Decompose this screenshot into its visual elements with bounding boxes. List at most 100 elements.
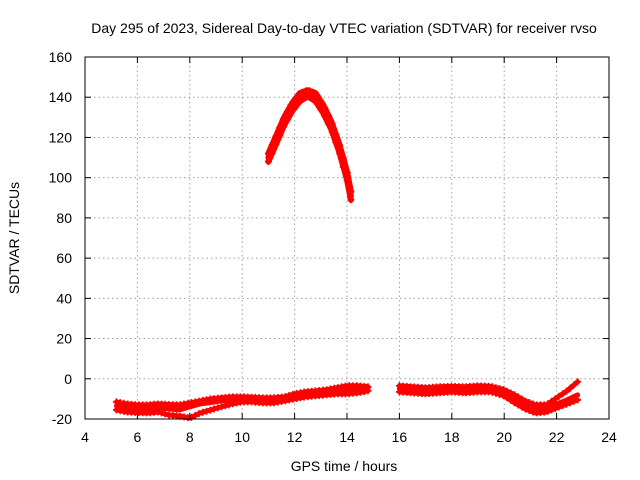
data-point-marker [339, 155, 347, 163]
data-point-marker [324, 112, 332, 119]
y-tick-label: 60 [56, 250, 72, 266]
series-arc-high [264, 87, 355, 204]
data-point-marker [518, 403, 526, 411]
chart-title: Day 295 of 2023, Sidereal Day-to-day VTE… [91, 20, 597, 36]
x-tick-label: 12 [287, 429, 303, 445]
data-point-marker [199, 408, 207, 416]
data-point-marker [287, 101, 295, 109]
series-arc-low-2 [395, 378, 582, 417]
y-tick-label: 80 [56, 210, 72, 226]
data-point-marker [360, 388, 368, 396]
data-point-marker [154, 408, 162, 416]
series-band-2 [265, 93, 354, 203]
data-point-marker [525, 399, 533, 406]
data-point-marker [540, 408, 548, 416]
y-tick-label: -20 [52, 411, 72, 427]
data-point-marker [283, 116, 291, 124]
data-point-marker [347, 196, 355, 204]
data-point-marker [332, 130, 340, 138]
data-point-marker [210, 405, 218, 413]
data-point-marker [161, 410, 169, 418]
data-point-marker [347, 188, 355, 196]
data-point-marker [225, 401, 233, 409]
data-point-marker [507, 389, 515, 397]
data-point-marker [529, 408, 537, 416]
y-axis-tick-labels: -20 0 20 40 60 80 100 120 140 160 [49, 49, 73, 427]
data-point-marker [332, 139, 340, 146]
data-point-marker [499, 386, 507, 394]
data-point-marker [555, 392, 563, 400]
data-point-marker [336, 149, 344, 157]
x-tick-label: 18 [444, 429, 460, 445]
data-point-marker [514, 393, 522, 401]
data-point-marker [503, 394, 511, 402]
data-point-marker [574, 378, 582, 386]
data-point-marker [562, 400, 570, 408]
data-point-marker [294, 99, 302, 107]
data-point-marker [306, 94, 314, 101]
data-point-marker [306, 87, 314, 95]
data-point-marker [522, 405, 530, 413]
data-point-marker [283, 108, 291, 116]
data-point-marker [203, 407, 210, 415]
data-point-marker [313, 100, 321, 108]
x-tick-label: 22 [549, 429, 565, 445]
x-tick-label: 10 [234, 429, 250, 445]
data-point-marker [570, 397, 578, 405]
data-point-marker [264, 158, 272, 166]
data-point-marker [492, 389, 500, 397]
data-point-marker [309, 96, 317, 104]
data-point-marker [317, 106, 325, 113]
data-point-marker [559, 402, 567, 410]
data-point-marker [281, 397, 289, 405]
data-point-marker [488, 388, 496, 396]
data-point-marker [544, 407, 552, 415]
data-point-marker [328, 128, 336, 136]
data-point-marker [218, 403, 226, 411]
data-point-marker [328, 120, 336, 128]
data-point-marker [279, 115, 287, 123]
y-tick-label: 0 [64, 371, 72, 387]
data-series [112, 87, 582, 422]
data-point-marker [214, 404, 222, 412]
x-axis-label: GPS time / hours [291, 458, 398, 474]
data-point-marker [540, 401, 548, 409]
y-tick-label: 140 [49, 89, 73, 105]
data-point-marker [551, 395, 559, 403]
data-point-marker [298, 96, 306, 104]
data-point-marker [544, 400, 552, 408]
data-point-marker [499, 392, 507, 400]
data-point-marker [551, 404, 559, 412]
x-tick-label: 4 [81, 429, 89, 445]
axis-ticks [84, 56, 610, 420]
data-point-marker [313, 92, 321, 100]
x-tick-label: 6 [134, 429, 142, 445]
data-point-marker [321, 104, 329, 112]
data-point-marker [276, 132, 284, 140]
data-point-marker [291, 96, 299, 104]
data-point-marker [343, 177, 351, 185]
data-point-marker [548, 406, 556, 414]
data-point-marker [566, 384, 574, 392]
data-point-marker [334, 384, 342, 392]
series-arc-low-1 [112, 382, 372, 422]
grid [85, 57, 609, 419]
data-point-marker [309, 88, 317, 96]
data-point-marker [566, 399, 574, 407]
data-point-marker [511, 391, 518, 399]
y-tick-label: 20 [56, 331, 72, 347]
data-point-marker [364, 387, 372, 395]
data-point-marker [518, 395, 526, 403]
data-point-marker [570, 381, 578, 389]
data-point-marker [514, 401, 522, 409]
data-point-marker [522, 397, 530, 405]
data-point-marker [112, 406, 120, 414]
y-axis-label: SDTVAR / TECUs [6, 182, 22, 294]
data-point-marker [206, 406, 214, 414]
data-point-marker [525, 407, 533, 414]
data-point-marker [562, 387, 570, 395]
y-tick-label: 40 [56, 290, 72, 306]
x-tick-label: 16 [392, 429, 408, 445]
data-point-marker [221, 402, 229, 410]
